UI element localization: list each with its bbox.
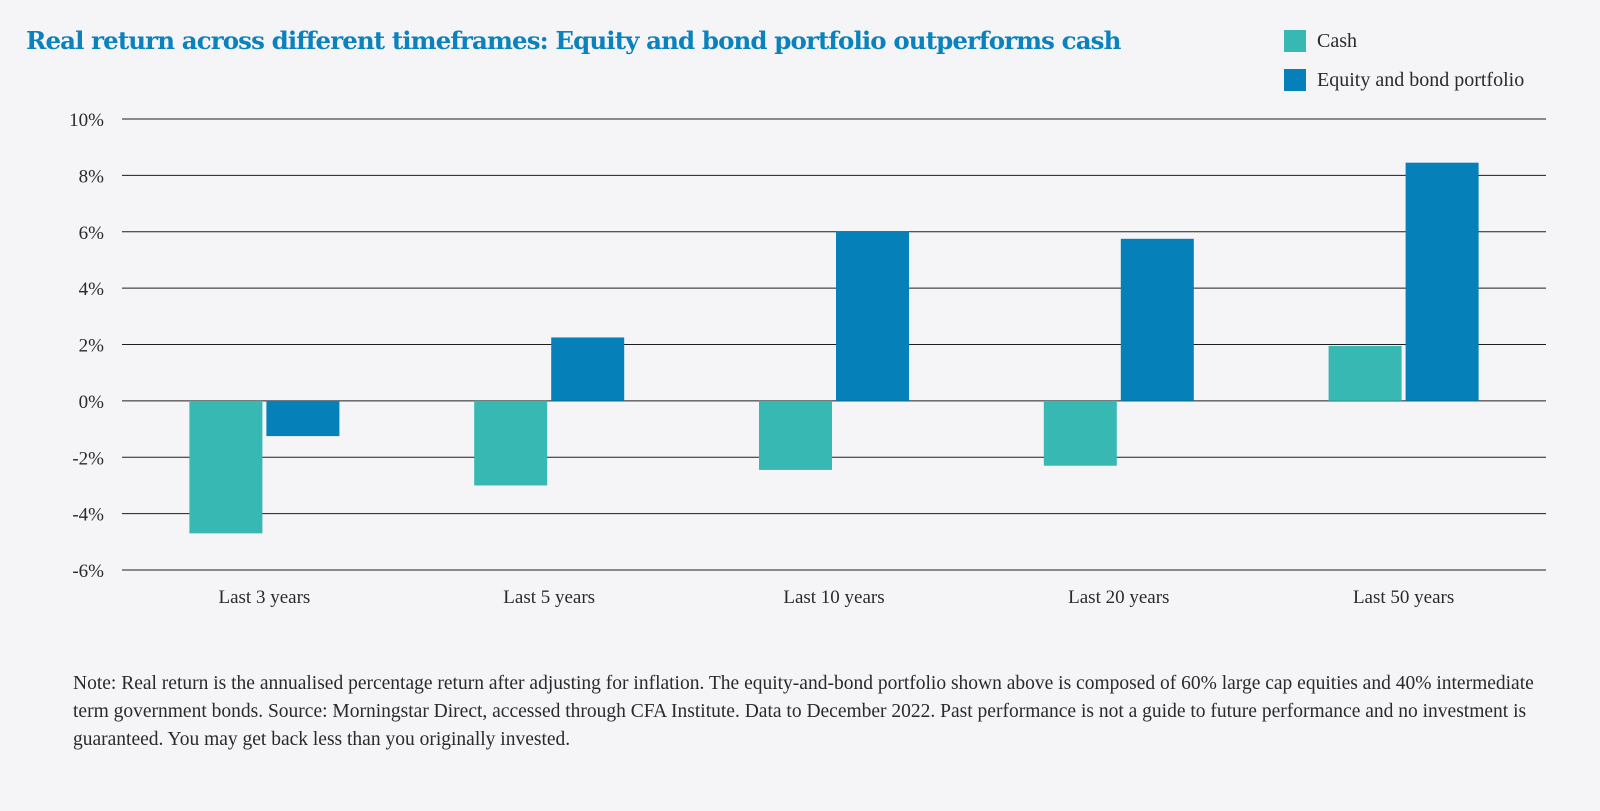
legend-swatch-cash: [1284, 30, 1306, 52]
y-tick-label: 4%: [79, 279, 105, 300]
y-tick-label: -4%: [72, 505, 104, 526]
bar-cash: [759, 400, 832, 470]
legend-label-equity-bond: Equity and bond portfolio: [1317, 68, 1525, 91]
y-tick-label: 8%: [79, 166, 105, 187]
y-tick-label: 10%: [69, 110, 104, 131]
x-tick-label: Last 5 years: [503, 587, 595, 608]
bars: [189, 162, 1479, 534]
y-tick-label: -6%: [72, 561, 104, 582]
x-tick-label: Last 3 years: [218, 587, 310, 608]
bar-equity-bond: [1405, 162, 1479, 401]
bar-equity-bond: [266, 400, 340, 437]
bar-cash: [1328, 345, 1402, 401]
bar-cash: [1043, 400, 1117, 466]
chart-title: Real return across different timeframes:…: [26, 26, 1121, 55]
y-tick-label: 6%: [79, 223, 105, 244]
gridlines: [122, 118, 1546, 571]
bar-cash: [474, 400, 548, 486]
x-tick-label: Last 50 years: [1353, 587, 1454, 608]
bar-chart: 10%8%6%4%2%0%-2%-4%-6% Last 3 years Last …: [69, 110, 1546, 608]
y-tick-label: 2%: [79, 336, 105, 357]
bar-equity-bond: [836, 231, 909, 401]
bar-equity-bond: [1120, 238, 1194, 401]
y-axis-tick-labels: 10% 8% 6% 4% 2% 0% -2% -4% -6%: [69, 110, 104, 582]
x-axis-tick-labels: Last 3 years Last 5 years Last 10 years Las…: [218, 587, 1454, 608]
y-tick-label: -2%: [72, 448, 104, 469]
bar-cash: [189, 400, 263, 534]
legend-item-cash: Cash: [1284, 30, 1524, 52]
y-tick-label: 0%: [79, 392, 105, 413]
x-tick-label: Last 20 years: [1068, 587, 1169, 608]
bar-equity-bond: [551, 337, 625, 401]
chart-legend: Cash Equity and bond portfolio: [1284, 30, 1524, 108]
chart-footnote: Note: Real return is the annualised perc…: [73, 673, 1534, 750]
x-tick-label: Last 10 years: [783, 587, 884, 608]
legend-swatch-equity-bond: [1284, 69, 1306, 91]
legend-label-cash: Cash: [1317, 29, 1357, 52]
legend-item-equity-bond: Equity and bond portfolio: [1284, 69, 1524, 91]
